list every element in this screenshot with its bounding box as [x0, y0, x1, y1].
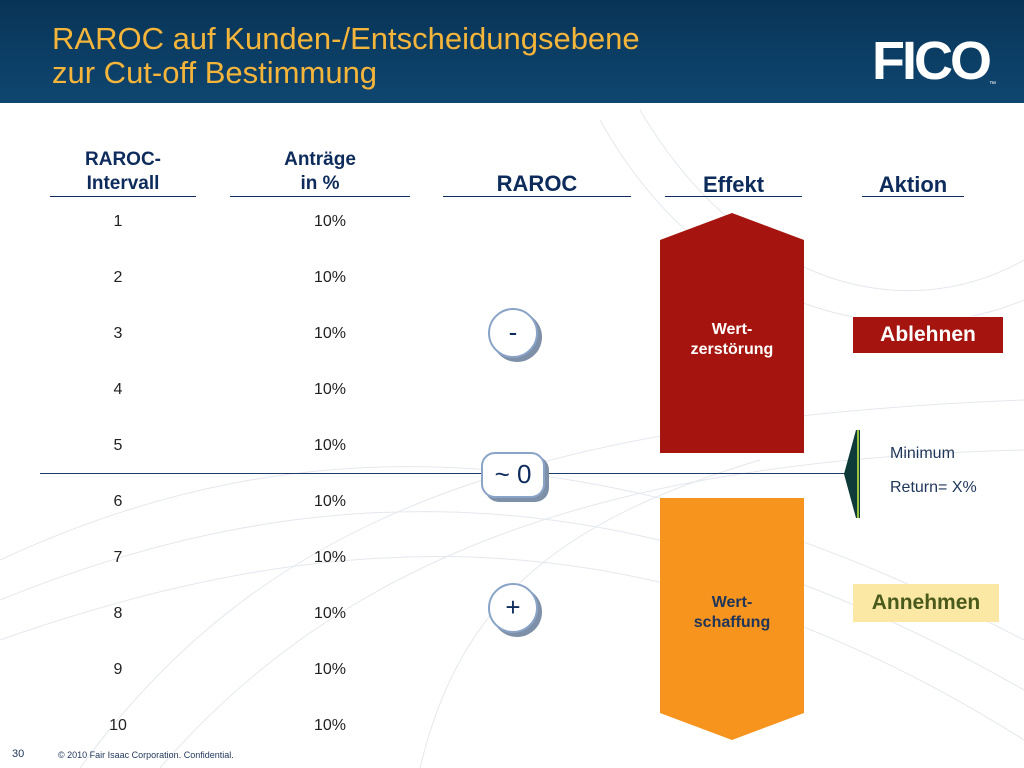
fico-logo-trademark: ™: [989, 81, 996, 88]
header-rule-effekt: [665, 196, 802, 197]
slide-header: [0, 0, 1024, 103]
header-antraege-line1: Anträge: [284, 149, 356, 170]
copyright-notice: © 2010 Fair Isaac Corporation. Confident…: [58, 750, 234, 760]
pct-cell: 10%: [313, 213, 347, 230]
value-creation-label-line2: schaffung: [693, 614, 771, 631]
pct-cell: 10%: [313, 493, 347, 510]
threshold-pointer-icon: [844, 430, 860, 518]
header-rule-aktion: [862, 196, 964, 197]
interval-cell: 4: [113, 381, 123, 398]
header-antraege: Anträge in %: [230, 148, 410, 196]
page-number: 30: [12, 748, 25, 760]
value-creation-arrow: [660, 498, 804, 740]
interval-cell: 3: [113, 325, 123, 342]
reject-action-badge: Ablehnen: [852, 316, 1004, 354]
interval-cell: 9: [113, 661, 123, 678]
slide-title-line2: zur Cut-off Bestimmung: [52, 55, 378, 90]
value-destruction-label-line1: Wert-: [711, 321, 753, 338]
value-creation-label-line1: Wert-: [711, 594, 753, 611]
slide-title: RAROC auf Kunden-/Entscheidungsebene zur…: [52, 22, 640, 90]
pct-cell: 10%: [313, 381, 347, 398]
cutoff-line: [40, 473, 856, 474]
pct-cell: 10%: [313, 605, 347, 622]
raroc-zero-marker: ~ 0: [481, 452, 545, 498]
pct-cell: 10%: [313, 717, 347, 734]
header-raroc-intervall-line1: RAROC-: [85, 149, 161, 170]
fico-logo: FICO: [872, 31, 992, 91]
slide-title-line1: RAROC auf Kunden-/Entscheidungsebene: [52, 21, 640, 56]
interval-cell: 10: [109, 717, 127, 734]
pct-cell: 10%: [313, 325, 347, 342]
header-rule-raroc: [443, 196, 631, 197]
header-raroc-intervall: RAROC- Intervall: [50, 148, 196, 196]
header-raroc-intervall-line2: Intervall: [86, 173, 160, 194]
header-effekt: Effekt: [702, 172, 765, 197]
header-aktion: Aktion: [878, 172, 948, 197]
value-destruction-label: Wert- zerstörung: [660, 320, 804, 360]
header-antraege-line2: in %: [300, 173, 340, 194]
interval-cell: 2: [113, 269, 123, 286]
interval-cell: 6: [113, 493, 123, 510]
header-rule-intervall: [50, 196, 196, 197]
accept-action-badge: Annehmen: [853, 584, 999, 622]
raroc-positive-marker: +: [488, 583, 538, 633]
pct-cell: 10%: [313, 269, 347, 286]
pct-cell: 10%: [313, 437, 347, 454]
threshold-label-minimum: Minimum: [890, 445, 955, 462]
header-raroc: RAROC: [496, 171, 578, 196]
interval-cell: 1: [113, 213, 123, 230]
value-creation-label: Wert- schaffung: [660, 593, 804, 633]
raroc-negative-marker: -: [488, 308, 538, 358]
pct-cell: 10%: [313, 549, 347, 566]
value-destruction-label-line2: zerstörung: [690, 341, 774, 358]
header-rule-antraege: [230, 196, 410, 197]
interval-cell: 5: [113, 437, 123, 454]
interval-cell: 8: [113, 605, 123, 622]
threshold-label-return: Return= X%: [890, 479, 977, 496]
value-destruction-arrow: [660, 213, 804, 453]
interval-cell: 7: [113, 549, 123, 566]
pct-cell: 10%: [313, 661, 347, 678]
